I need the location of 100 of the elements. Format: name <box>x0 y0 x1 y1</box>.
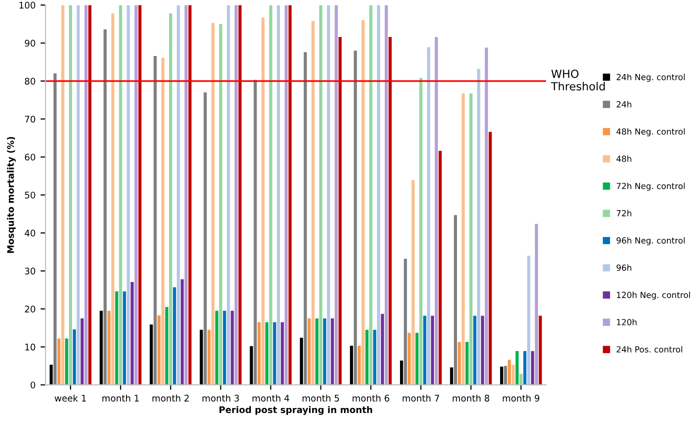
bar <box>188 5 192 385</box>
bar <box>273 322 276 385</box>
x-tick-label: month 4 <box>252 394 290 402</box>
bar <box>288 5 292 385</box>
bar <box>388 36 392 385</box>
bar <box>473 316 476 385</box>
x-tick-label: month 1 <box>102 394 139 402</box>
bar <box>358 346 361 385</box>
bar <box>126 5 130 385</box>
bar <box>88 5 92 385</box>
bar <box>338 36 342 385</box>
bar <box>204 92 207 385</box>
bar <box>254 80 257 385</box>
bar <box>516 351 519 385</box>
bar <box>311 21 315 385</box>
bar <box>377 5 380 385</box>
bar <box>72 329 76 385</box>
bar <box>508 360 511 385</box>
bar <box>477 68 480 385</box>
bar <box>458 342 461 385</box>
bar <box>462 94 465 385</box>
bar <box>258 322 261 385</box>
bar <box>68 5 72 385</box>
bar <box>50 364 53 385</box>
bar <box>480 316 484 385</box>
x-tick-label: month 9 <box>502 394 540 402</box>
legend-label: 120h <box>616 318 637 326</box>
bar <box>211 22 214 385</box>
bar <box>238 5 242 385</box>
bar <box>484 48 488 385</box>
legend-label: 24h Pos. control <box>616 346 682 353</box>
bar <box>169 13 172 385</box>
bar <box>408 332 411 385</box>
bar <box>230 310 234 385</box>
y-tick-label: 100 <box>20 2 36 9</box>
y-tick-label: 50 <box>24 192 36 199</box>
x-tick-label: week 1 <box>54 394 86 402</box>
bar <box>176 5 180 385</box>
bar <box>454 215 457 385</box>
bar <box>284 5 288 385</box>
bar <box>269 5 272 385</box>
bar <box>415 332 419 385</box>
y-tick-label: 30 <box>24 268 36 274</box>
bar <box>538 316 542 385</box>
bar <box>323 318 326 385</box>
bar <box>365 330 369 385</box>
legend-label: 96h <box>616 264 632 271</box>
ref-line-label: WHO Threshold <box>550 70 605 90</box>
legend-label: 24h Neg. control <box>616 74 685 82</box>
bar <box>404 258 407 385</box>
bar <box>304 52 307 385</box>
bar <box>115 291 118 385</box>
bar <box>500 366 504 385</box>
bar <box>219 24 222 385</box>
bar <box>161 58 164 385</box>
bar <box>280 322 284 385</box>
legend-label: 72h Neg. control <box>616 182 685 191</box>
legend-label: 48h Neg. control <box>616 128 685 136</box>
bar <box>138 5 142 385</box>
bar <box>450 367 454 385</box>
bar <box>276 5 280 385</box>
bar <box>226 5 230 385</box>
bar <box>466 342 469 385</box>
y-axis-title: Mosquito mortality (%) <box>6 136 16 253</box>
x-tick-label: month 3 <box>202 394 239 402</box>
legend-label: 120h Neg. control <box>616 292 690 300</box>
bar <box>384 5 388 385</box>
bar <box>300 338 303 385</box>
bar <box>488 132 492 385</box>
bar <box>250 346 253 385</box>
bar <box>531 351 534 385</box>
y-tick-label: 60 <box>24 154 36 161</box>
bar <box>419 78 422 385</box>
legend-label: 96h Neg. control <box>616 237 685 246</box>
bar <box>265 322 268 385</box>
bar <box>308 318 311 385</box>
bar <box>215 310 218 385</box>
bar <box>130 282 134 385</box>
bar <box>122 291 126 385</box>
bar <box>57 338 60 385</box>
bar <box>111 13 114 385</box>
bar <box>208 330 211 385</box>
bar <box>134 5 138 385</box>
bar <box>334 5 338 385</box>
y-tick-label: 40 <box>24 230 36 236</box>
bar <box>380 314 384 385</box>
bar <box>354 50 357 385</box>
bar <box>427 47 430 385</box>
bar <box>350 346 354 385</box>
bar <box>534 224 538 385</box>
bar <box>61 5 64 385</box>
bar <box>200 330 203 385</box>
bar <box>326 5 330 385</box>
y-tick-label: 80 <box>24 78 36 85</box>
y-tick-label: 0 <box>30 382 36 388</box>
y-tick-label: 10 <box>25 344 36 350</box>
y-tick-label: 20 <box>24 306 36 312</box>
bar <box>119 5 122 385</box>
bar <box>315 318 318 385</box>
bar <box>100 310 103 385</box>
